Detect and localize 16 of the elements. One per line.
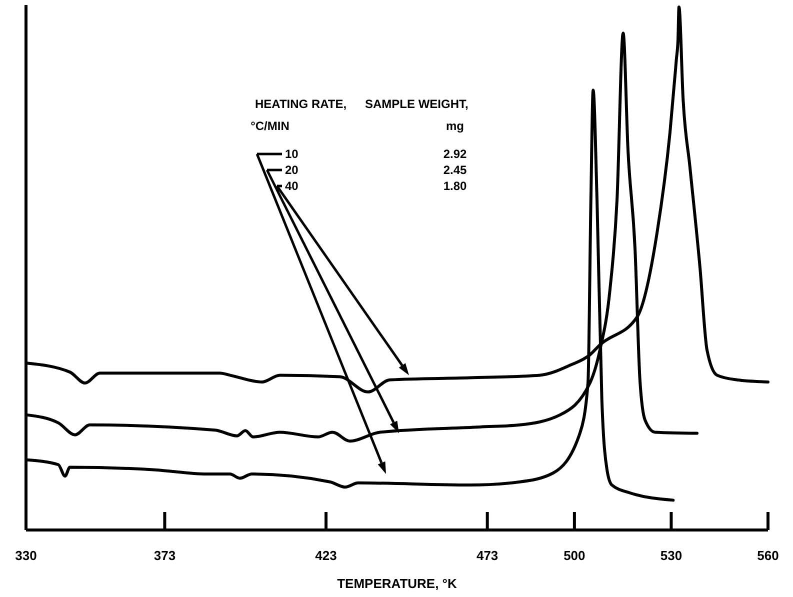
x-axis-title: TEMPERATURE, °K [337,576,458,591]
x-tick-label: 330 [15,548,37,563]
x-tick-label: 423 [315,548,337,563]
legend-title: HEATING RATE, °C/MIN [250,97,347,133]
annotation: 1.80 [443,179,467,193]
x-tick-label: 560 [757,548,779,563]
x-tick-label: 530 [660,548,682,563]
x-tick-label: 373 [154,548,176,563]
legend-label: 40 [285,179,299,193]
legend-label: 10 [285,147,299,161]
legend-label: 20 [285,163,299,177]
annotation: SAMPLE WEIGHT, mg [365,97,468,133]
x-tick-label: 500 [564,548,586,563]
annotation: 2.45 [443,163,467,177]
annotation: 2.92 [443,147,467,161]
x-tick-label: 473 [476,548,498,563]
